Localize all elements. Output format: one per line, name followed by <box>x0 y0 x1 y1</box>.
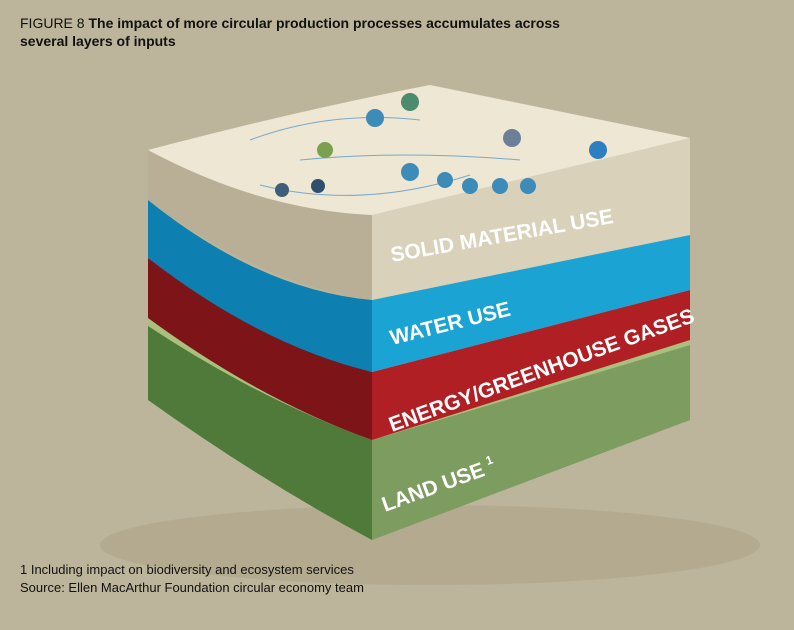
energy-left-face <box>148 258 372 440</box>
solid-top-face <box>148 85 690 215</box>
water-left-face <box>148 200 372 372</box>
energy-right-face <box>372 290 690 440</box>
source-note: Source: Ellen MacArthur Foundation circu… <box>20 580 364 595</box>
footnote: 1 Including impact on biodiversity and e… <box>20 562 354 577</box>
land-right-face <box>372 345 690 540</box>
shadow <box>100 505 760 585</box>
figure-title: The impact of more circular production p… <box>20 15 560 49</box>
solid-layer <box>148 85 690 300</box>
water-layer <box>148 200 690 372</box>
layer-label-superscript: 1 <box>484 452 495 468</box>
land-left-face <box>148 318 372 540</box>
water-right-face <box>372 235 690 372</box>
solid-left-face <box>148 150 372 300</box>
figure-title-block: FIGURE 8 The impact of more circular pro… <box>20 14 560 50</box>
figure-label: FIGURE 8 <box>20 15 85 31</box>
process-icons <box>275 93 607 197</box>
footnotes: 1 Including impact on biodiversity and e… <box>20 561 364 597</box>
land-layer <box>148 318 690 540</box>
solid-right-face <box>372 138 690 300</box>
